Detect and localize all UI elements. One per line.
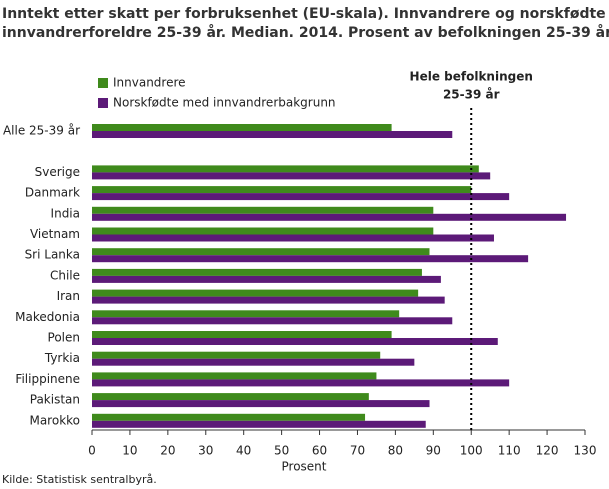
bar	[92, 255, 529, 263]
y-tick-label: Chile	[50, 268, 80, 282]
y-tick-label: India	[51, 206, 80, 220]
bar	[92, 317, 453, 325]
y-tick-label: Pakistan	[30, 393, 80, 407]
y-tick-label: Danmark	[25, 186, 80, 200]
y-tick-label: Filippinene	[15, 372, 80, 386]
bar	[92, 213, 567, 221]
chart-title: innvandrerforeldre 25-39 år. Median. 201…	[2, 24, 609, 41]
x-tick-label: 80	[388, 444, 403, 458]
x-tick-label: 30	[198, 444, 213, 458]
bar	[92, 234, 494, 242]
bar	[92, 206, 434, 214]
chart-title: Inntekt etter skatt per forbruksenhet (E…	[2, 6, 609, 22]
source: Kilde: Statistisk sentralbyrå.	[2, 473, 157, 486]
y-tick-label: Sri Lanka	[25, 248, 80, 262]
bar	[92, 275, 441, 283]
bar	[92, 310, 400, 318]
bar	[92, 248, 430, 256]
x-tick-label: 120	[536, 444, 559, 458]
x-tick-label: 90	[426, 444, 441, 458]
x-tick-label: 50	[274, 444, 289, 458]
bar	[92, 338, 498, 345]
bar	[92, 372, 377, 380]
bar	[92, 289, 419, 297]
bar	[92, 172, 491, 180]
bar	[92, 186, 472, 194]
bar	[92, 331, 392, 338]
legend-swatch	[98, 78, 108, 88]
bar	[92, 400, 430, 408]
x-tick-label: 110	[498, 444, 521, 458]
y-tick-label: Vietnam	[30, 227, 80, 241]
reference-label: Hele befolkningen	[410, 70, 533, 84]
bar	[92, 131, 453, 138]
bar	[92, 413, 366, 421]
y-tick-label: Iran	[57, 289, 80, 303]
y-tick-label: Sverige	[35, 165, 80, 179]
legend-label: Innvandrere	[113, 76, 186, 90]
x-tick-label: 130	[574, 444, 597, 458]
x-axis-label: Prosent	[282, 460, 327, 474]
x-tick-label: 20	[160, 444, 175, 458]
bar	[92, 358, 415, 366]
bar	[92, 379, 510, 387]
x-tick-label: 10	[122, 444, 137, 458]
y-tick-label: Marokko	[29, 413, 80, 427]
y-tick-label: Alle 25-39 år	[3, 124, 80, 138]
y-tick-label: Makedonia	[15, 310, 80, 324]
y-tick-label: Polen	[48, 331, 80, 345]
bar	[92, 165, 479, 173]
bar	[92, 351, 381, 359]
bar	[92, 268, 422, 276]
x-tick-label: 70	[350, 444, 365, 458]
bar	[92, 227, 434, 235]
bar	[92, 193, 510, 201]
x-tick-label: 60	[312, 444, 327, 458]
bar	[92, 296, 445, 304]
x-tick-label: 0	[88, 444, 96, 458]
x-tick-label: 40	[236, 444, 251, 458]
bar	[92, 420, 426, 428]
y-tick-label: Tyrkia	[44, 351, 80, 365]
bar	[92, 124, 392, 131]
bar	[92, 393, 369, 401]
reference-label: 25-39 år	[443, 88, 500, 102]
x-tick-label: 100	[460, 444, 483, 458]
legend-swatch	[98, 98, 108, 108]
legend-label: Norskfødte med innvandrerbakgrunn	[113, 96, 336, 110]
